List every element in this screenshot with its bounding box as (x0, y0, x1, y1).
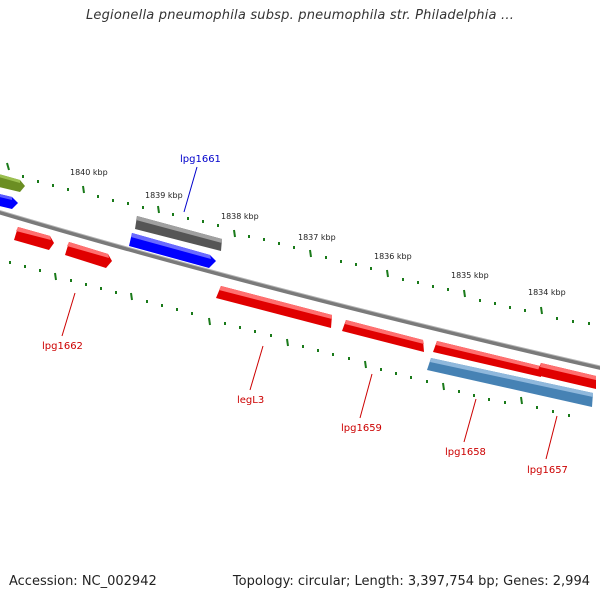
label-leaders (61, 166, 558, 460)
gene-lpg1659[interactable] (342, 320, 424, 352)
scale-label-1839: 1839 kbp (145, 191, 183, 200)
gene-lpg1658[interactable] (433, 341, 541, 377)
label-legL3: legL3 (237, 395, 264, 406)
outer-tick-track (6, 162, 590, 325)
gene-steelblue[interactable] (427, 358, 593, 407)
gene-lpg1662[interactable] (65, 242, 112, 268)
inner-tick-track (9, 261, 570, 417)
gene-red-1[interactable] (14, 227, 54, 250)
scale-label-1837: 1837 kbp (298, 233, 336, 242)
map-title: Legionella pneumophila subsp. pneumophil… (85, 8, 515, 23)
label-lpg1662: lpg1662 (42, 341, 83, 352)
scale-labels: 1840 kbp 1839 kbp 1838 kbp 1837 kbp 1836… (70, 168, 566, 297)
gene-olive[interactable] (0, 173, 25, 192)
topology-text: Topology: circular; Length: 3,397,754 bp… (232, 574, 590, 589)
gene-blue-reverse[interactable] (129, 233, 216, 268)
label-lpg1659: lpg1659 (341, 423, 382, 434)
gene-lpg1661-grey[interactable] (135, 216, 222, 251)
scale-label-1834: 1834 kbp (528, 288, 566, 297)
accession-text: Accession: NC_002942 (9, 574, 157, 589)
scale-label-1838: 1838 kbp (221, 212, 259, 221)
scale-label-1840: 1840 kbp (70, 168, 108, 177)
label-lpg1658: lpg1658 (445, 447, 486, 458)
gene-legL3[interactable] (216, 286, 332, 328)
scale-label-1836: 1836 kbp (374, 252, 412, 261)
gene-lpg1657[interactable] (536, 363, 596, 389)
label-lpg1657: lpg1657 (527, 465, 568, 476)
gene-labels: lpg1661 lpg1662 legL3 lpg1659 lpg1658 lp… (42, 154, 568, 476)
gene-blue-left[interactable] (0, 193, 18, 209)
scale-label-1835: 1835 kbp (451, 271, 489, 280)
label-lpg1661: lpg1661 (180, 154, 221, 165)
genome-backbone (0, 210, 600, 370)
